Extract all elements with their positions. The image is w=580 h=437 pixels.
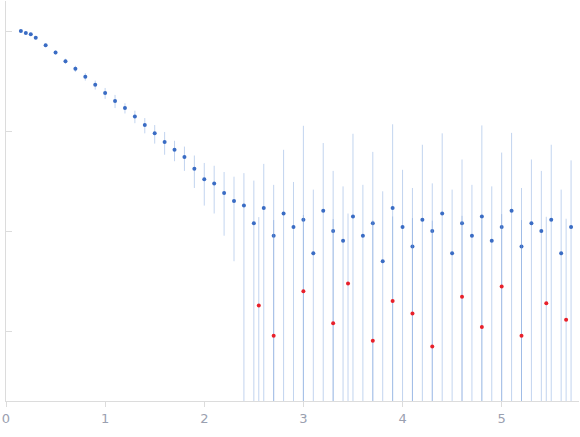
svg-text:2: 2 xyxy=(200,411,208,426)
svg-text:3: 3 xyxy=(299,411,307,426)
svg-text:5: 5 xyxy=(498,411,506,426)
svg-text:0: 0 xyxy=(2,411,10,426)
svg-text:1: 1 xyxy=(101,411,109,426)
svg-text:4: 4 xyxy=(398,411,406,426)
